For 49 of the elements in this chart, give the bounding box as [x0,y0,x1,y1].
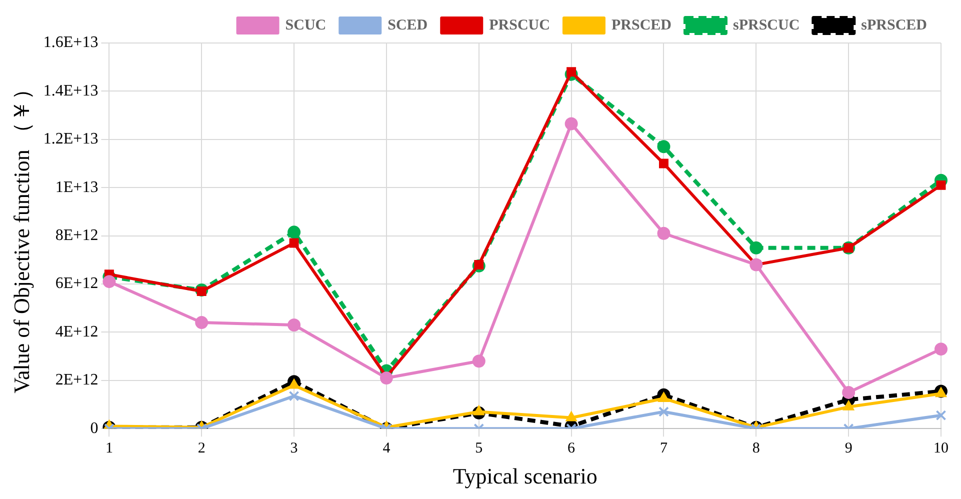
point [935,387,947,398]
legend-label: sPRSCUC [732,17,800,34]
point [750,241,763,254]
x-tick-label: 5 [475,440,483,457]
point [657,226,670,240]
point [658,406,669,417]
x-tick-label: 7 [660,440,668,457]
point [289,238,299,248]
legend-label: SCUC [285,17,326,34]
point [288,390,300,402]
point [934,342,948,356]
y-tick-label: 8E+12 [55,227,98,244]
y-tick-label: 1.6E+13 [43,34,98,52]
y-tick-label: 0 [90,420,98,437]
point [566,411,578,422]
x-tick-label: 1 [105,440,113,457]
point [288,378,300,389]
point [658,158,668,168]
legend-label: sPRSCED [861,17,928,34]
point [195,316,208,330]
x-axis-title: Typical scenario [452,464,598,489]
point [380,371,393,384]
x-tick-label: 10 [934,440,948,457]
legend-label: PRSCUC [489,17,550,34]
point [472,354,486,368]
x-tick-label: 4 [382,440,391,457]
y-tick-label: 6E+12 [55,275,98,292]
point [657,140,670,154]
x-tick-label: 3 [290,440,298,457]
y-tick-label: 1.4E+13 [43,82,98,100]
legend-label: SCED [388,17,428,34]
x-tick-label: 9 [844,440,852,457]
point [564,117,578,130]
x-tick-label: 2 [198,440,206,457]
y-axis-title: Value of Objective function （￥） [8,78,34,394]
legend-label: PRSCED [611,17,672,34]
point [473,405,485,416]
x-tick-label: 6 [568,440,576,457]
point [658,392,670,402]
x-tick-label: 8 [752,440,760,457]
point [936,180,946,190]
point [288,318,301,332]
y-tick-label: 2E+12 [55,372,98,389]
point [842,400,854,410]
y-tick-label: 1.2E+13 [43,130,98,148]
y-tick-label: 4E+12 [55,323,98,340]
point [842,386,856,399]
point [288,226,301,239]
y-tick-label: 1E+13 [55,178,98,196]
